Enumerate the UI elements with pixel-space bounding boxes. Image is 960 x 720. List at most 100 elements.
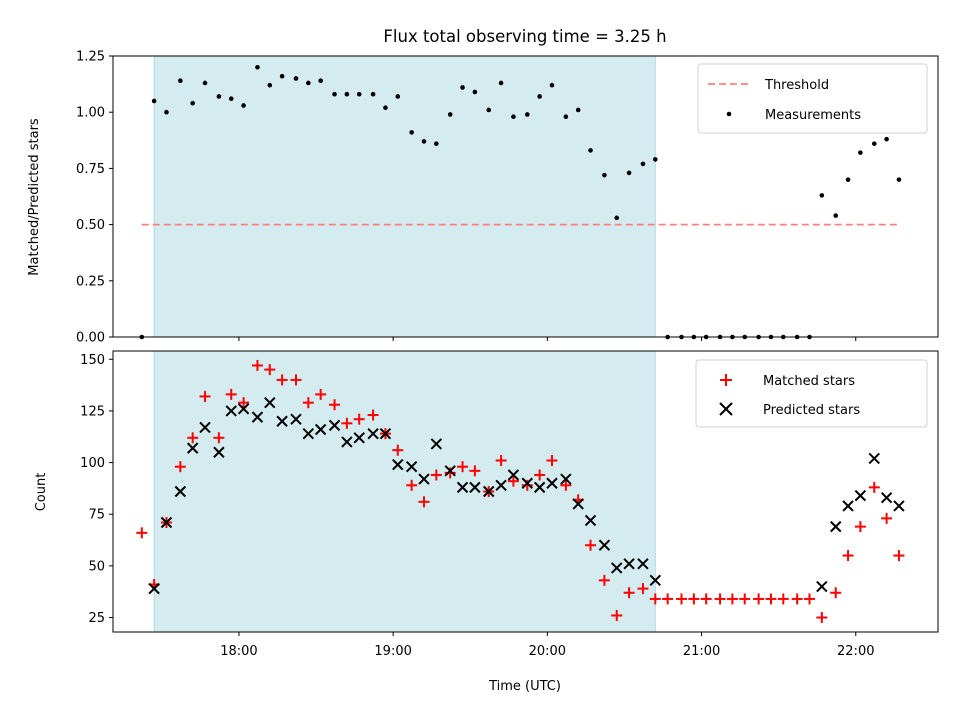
matched-star-point (534, 469, 546, 481)
measurement-point (626, 170, 632, 176)
predicted-star-point (405, 460, 418, 473)
predicted-star-point (418, 473, 430, 485)
bottom-legend-box (695, 359, 928, 428)
matched-star-point (290, 374, 302, 386)
y-tick-label: 125 (80, 404, 105, 419)
matched-star-point (418, 496, 430, 508)
matched-star-point (430, 469, 442, 481)
measurement-point (563, 114, 569, 119)
predicted-star-point (521, 477, 534, 489)
measurement-point (409, 130, 414, 135)
measurement-point (833, 213, 839, 218)
predicted-star-point (456, 481, 469, 494)
matched-star-point (893, 550, 905, 562)
predicted-star-point (572, 498, 584, 510)
matched-star-point (392, 444, 404, 456)
matched-star-point (830, 587, 842, 599)
legend-matched-label: Matched stars (763, 374, 855, 389)
top-observing-span (153, 55, 656, 338)
matched-star-point (251, 359, 263, 371)
matched-star-point (444, 467, 456, 479)
legend-measurements-swatch (726, 111, 732, 117)
legend-predicted-label: Predicted stars (763, 403, 860, 418)
measurement-point (344, 91, 350, 97)
measurement-point (216, 94, 222, 99)
y-tick-label: 1.00 (76, 106, 105, 121)
predicted-star-point (880, 491, 893, 504)
bottom-panel: 25 50 75 100 125 150 18:00 19:00 20:00 21:00 22:0… (34, 350, 939, 694)
y-tick-label: 1.25 (76, 50, 105, 65)
predicted-star-point (199, 421, 211, 434)
matched-star-point (791, 593, 803, 605)
matched-star-point (406, 479, 418, 491)
matched-star-point (521, 479, 533, 491)
bottom-legend: Matched stars Predicted stars (695, 359, 928, 428)
predicted-star-point (469, 481, 481, 494)
top-legend-box (697, 63, 928, 134)
matched-star-point (276, 374, 288, 386)
predicted-star-point (328, 419, 341, 432)
measurement-point (472, 89, 478, 95)
measurement-point (306, 80, 311, 86)
measurement-point (525, 112, 530, 117)
y-tick-label: 75 (88, 508, 105, 523)
x-tick-label: 19:00 (374, 644, 411, 659)
predicted-star-point (533, 481, 546, 494)
matched-star-point (329, 399, 341, 411)
measurement-point (383, 105, 388, 111)
predicted-star-point (341, 436, 353, 448)
matched-star-point (623, 587, 635, 599)
predicted-star-point (225, 405, 237, 417)
bottom-axes-frame (112, 350, 939, 633)
x-tick-label: 18:00 (220, 644, 257, 659)
predicted-star-point (598, 539, 611, 551)
legend-measurements-label: Measurements (765, 108, 861, 123)
top-x-ticks (238, 337, 857, 341)
measurement-point (151, 98, 157, 104)
predicted-star-point (854, 489, 867, 502)
predicted-star-point (251, 411, 264, 423)
measurement-point (293, 76, 299, 81)
top-plot-marks (139, 64, 902, 340)
measurement-point (896, 177, 902, 182)
predicted-star-point (353, 432, 365, 444)
measurement-point (228, 96, 234, 102)
bottom-x-ticks: 18:00 19:00 20:00 21:00 22:00 (220, 632, 874, 659)
matched-star-point (854, 521, 866, 533)
measurement-point (202, 80, 208, 86)
measurement-point (395, 94, 401, 99)
predicted-star-point (290, 413, 302, 425)
measurement-point (549, 82, 555, 88)
matched-star-point (136, 527, 148, 539)
y-tick-label: 25 (88, 611, 105, 626)
measurement-point (178, 78, 183, 84)
matched-star-point (676, 593, 688, 605)
predicted-star-point (392, 458, 404, 471)
measurement-point (614, 215, 620, 221)
measurement-point (421, 139, 427, 144)
measurement-point (871, 141, 877, 146)
predicted-star-point (264, 396, 276, 409)
x-tick-label: 20:00 (529, 644, 566, 659)
top-panel: 0.00 0.25 0.50 0.75 1.00 1.25 Flux total obse… (27, 27, 939, 346)
matched-star-point (765, 593, 777, 605)
predicted-star-point (430, 438, 443, 450)
matched-star-point (777, 593, 789, 605)
measurement-point (537, 94, 542, 99)
predicted-star-point (237, 403, 250, 415)
matched-star-point (726, 593, 738, 605)
predicted-star-point (213, 446, 225, 458)
matched-star-point (714, 593, 726, 605)
y-tick-label: 0.00 (76, 331, 105, 346)
x-tick-label: 22:00 (837, 644, 874, 659)
predicted-star-point (893, 500, 905, 512)
measurement-point (575, 107, 581, 113)
measurement-point (460, 85, 465, 90)
bottom-y-axis-label: Count (34, 473, 49, 512)
predicted-star-point (495, 479, 507, 492)
matched-star-point (868, 481, 880, 493)
matched-star-point (816, 612, 828, 624)
predicted-star-point (160, 516, 173, 529)
measurement-point (164, 109, 169, 115)
y-tick-label: 0.25 (76, 274, 105, 289)
